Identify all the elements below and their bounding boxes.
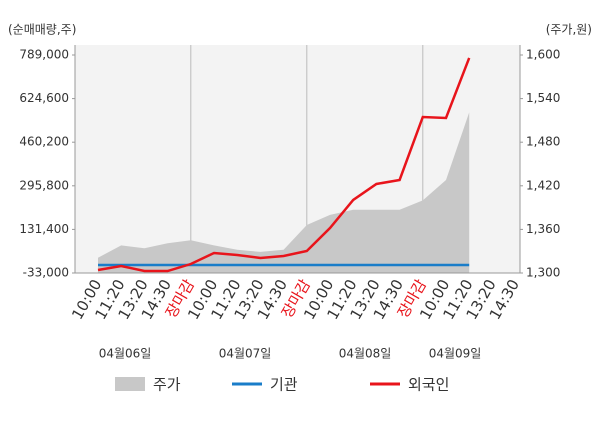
y-tick-label: -33,000 [23, 266, 69, 280]
y2-tick-label: 1,300 [526, 266, 560, 280]
day-label: 04월07일 [219, 347, 272, 361]
series-line [97, 57, 471, 273]
legend-label: 주가 [153, 376, 181, 394]
y-tick-label: 460,200 [19, 135, 69, 149]
y-tick-label: 624,600 [19, 91, 69, 105]
legend-swatch [115, 377, 145, 391]
y-tick-label: 295,800 [19, 178, 69, 192]
legend-label: 외국인 [408, 376, 449, 394]
y2-axis-label: (주가,원) [546, 23, 592, 37]
y2-tick-label: 1,540 [526, 91, 560, 105]
price-area [98, 112, 470, 273]
y2-tick-label: 1,420 [526, 178, 560, 192]
y-tick-label: 131,400 [19, 222, 69, 236]
day-label: 04월06일 [99, 347, 152, 361]
y2-tick-label: 1,360 [526, 222, 560, 236]
y2-tick-label: 1,480 [526, 135, 560, 149]
legend-label: 기관 [270, 376, 298, 394]
y-axis-label: (순매매량,주) [8, 23, 76, 37]
day-label: 04월08일 [339, 347, 392, 361]
day-label: 04월09일 [429, 347, 482, 361]
y-tick-label: 789,000 [19, 48, 69, 62]
y2-tick-label: 1,600 [526, 48, 560, 62]
